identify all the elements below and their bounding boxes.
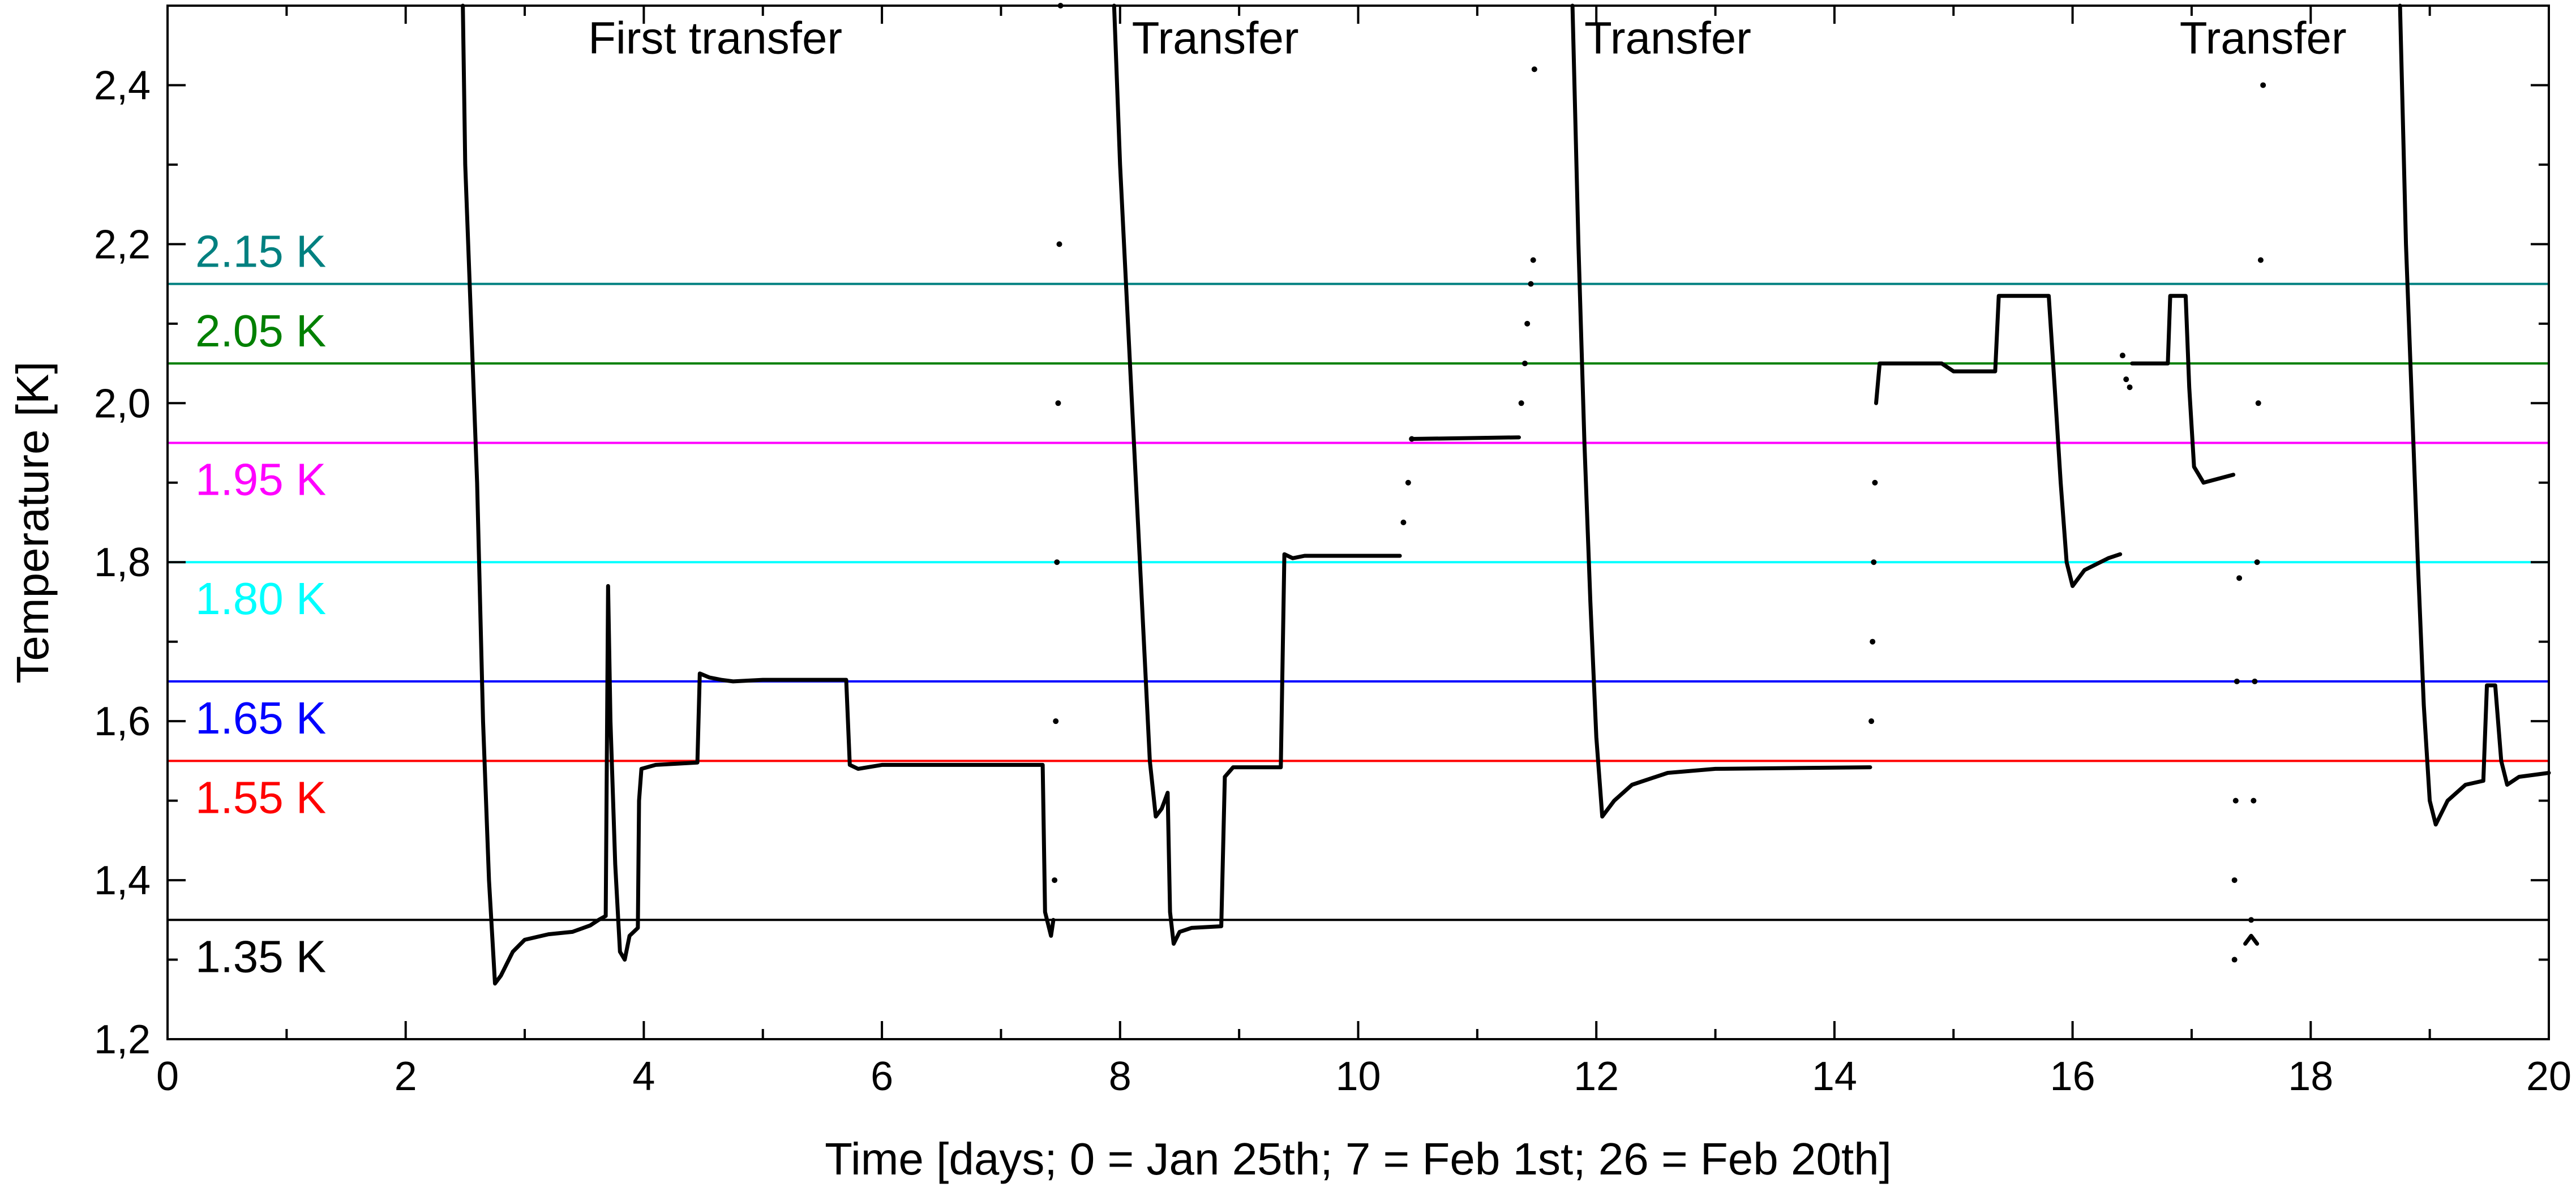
series-point bbox=[1053, 718, 1059, 724]
series-line-segment bbox=[1570, 3, 1872, 819]
series-point bbox=[1531, 66, 1537, 72]
series-line-segment bbox=[1112, 3, 1402, 946]
series-point bbox=[1405, 479, 1411, 486]
series-point bbox=[1521, 361, 1528, 367]
series-point bbox=[1052, 877, 1058, 884]
reference-line-label: 2.05 K bbox=[195, 306, 326, 356]
y-tick-label: 2,0 bbox=[94, 381, 151, 426]
reference-line-label: 1.55 K bbox=[195, 772, 326, 822]
series-line-segment bbox=[2130, 294, 2236, 485]
x-axis-ticks: 0 2 4 6 8 10 12 14 16 18 20 bbox=[156, 6, 2571, 1099]
y-tick-label: 1,4 bbox=[94, 858, 151, 903]
x-tick-label: 14 bbox=[1812, 1054, 1857, 1099]
x-tick-label: 16 bbox=[2050, 1054, 2095, 1099]
series-point bbox=[1518, 400, 1524, 406]
y-tick-label: 2,4 bbox=[94, 63, 151, 108]
y-axis-title: Temperature [K] bbox=[7, 361, 58, 683]
series-point bbox=[1870, 638, 1876, 645]
reference-line-labels: 2.15 K 2.05 K 1.95 K 1.80 K 1.65 K 1.55 K 1.35… bbox=[195, 226, 326, 982]
series-point bbox=[2236, 575, 2243, 581]
transfer-annotation: First transfer bbox=[588, 12, 842, 63]
x-tick-label: 20 bbox=[2526, 1054, 2571, 1099]
series-line-segment bbox=[1409, 435, 1521, 441]
reference-line-label: 1.65 K bbox=[195, 693, 326, 743]
y-tick-label: 1,8 bbox=[94, 540, 151, 585]
series-line-segment bbox=[2243, 933, 2260, 946]
reference-lines bbox=[168, 282, 2549, 921]
series-point bbox=[1524, 320, 1531, 327]
series-point bbox=[2252, 678, 2258, 684]
y-tick-label: 1,2 bbox=[94, 1017, 151, 1062]
series-point bbox=[1528, 281, 1534, 287]
reference-line-label: 2.15 K bbox=[195, 226, 326, 277]
series-point bbox=[2257, 257, 2264, 263]
x-tick-label: 2 bbox=[395, 1054, 417, 1099]
series-line-segment bbox=[461, 3, 1056, 986]
x-tick-label: 4 bbox=[632, 1054, 655, 1099]
reference-line-label: 1.95 K bbox=[195, 454, 326, 505]
series-line-segment bbox=[2398, 3, 2551, 827]
series-point bbox=[1530, 257, 1536, 263]
x-tick-label: 10 bbox=[1335, 1054, 1381, 1099]
reference-line-label: 1.35 K bbox=[195, 931, 326, 981]
transfer-annotation: Transfer bbox=[1132, 12, 1299, 63]
transfer-annotation: Transfer bbox=[1584, 12, 1751, 63]
x-axis-title: Time [days; 0 = Jan 25th; 7 = Feb 1st; 2… bbox=[825, 1134, 1892, 1184]
y-axis-ticks: 1,2 1,4 1,6 1,8 2,0 2,2 2,4 bbox=[94, 5, 2549, 1062]
series-point bbox=[2231, 957, 2238, 963]
x-tick-label: 6 bbox=[871, 1054, 893, 1099]
series-point bbox=[2248, 917, 2254, 923]
series-point bbox=[1871, 559, 1877, 565]
series-point bbox=[1056, 241, 1062, 247]
transfer-annotation: Transfer bbox=[2180, 12, 2347, 63]
series-point bbox=[1872, 479, 1878, 486]
series-point bbox=[1400, 520, 1407, 525]
series-point bbox=[1054, 559, 1060, 565]
x-tick-label: 0 bbox=[156, 1054, 179, 1099]
series-point bbox=[2127, 384, 2133, 391]
data-series bbox=[461, 3, 2551, 986]
transfer-annotations: First transfer Transfer Transfer Transfer bbox=[588, 12, 2346, 63]
series-point bbox=[2119, 353, 2125, 359]
series-point bbox=[2254, 559, 2260, 565]
series-point bbox=[1055, 400, 1061, 406]
y-tick-label: 2,2 bbox=[94, 222, 151, 267]
x-tick-label: 18 bbox=[2288, 1054, 2333, 1099]
series-point bbox=[2231, 877, 2238, 884]
series-point bbox=[2123, 376, 2129, 383]
x-tick-label: 8 bbox=[1109, 1054, 1131, 1099]
series-line-segment bbox=[1874, 294, 2123, 588]
series-point bbox=[2234, 678, 2240, 684]
y-tick-label: 1,6 bbox=[94, 699, 151, 744]
series-point bbox=[2260, 82, 2266, 88]
series-point bbox=[1868, 718, 1875, 724]
series-point bbox=[2232, 797, 2239, 804]
series-point bbox=[2255, 400, 2261, 406]
series-point bbox=[2251, 797, 2257, 804]
x-tick-label: 12 bbox=[1574, 1054, 1619, 1099]
plot-frame bbox=[166, 5, 2550, 1040]
reference-line-label: 1.80 K bbox=[195, 573, 326, 624]
